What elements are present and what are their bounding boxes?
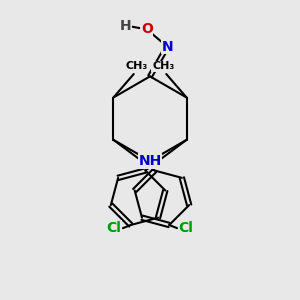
Text: N: N	[161, 40, 173, 54]
Text: CH₃: CH₃	[126, 61, 148, 71]
Text: H: H	[120, 19, 132, 33]
Text: NH: NH	[138, 154, 162, 168]
Text: Cl: Cl	[178, 221, 193, 235]
Text: CH₃: CH₃	[152, 61, 174, 71]
Text: Cl: Cl	[107, 221, 122, 235]
Text: O: O	[141, 22, 153, 36]
